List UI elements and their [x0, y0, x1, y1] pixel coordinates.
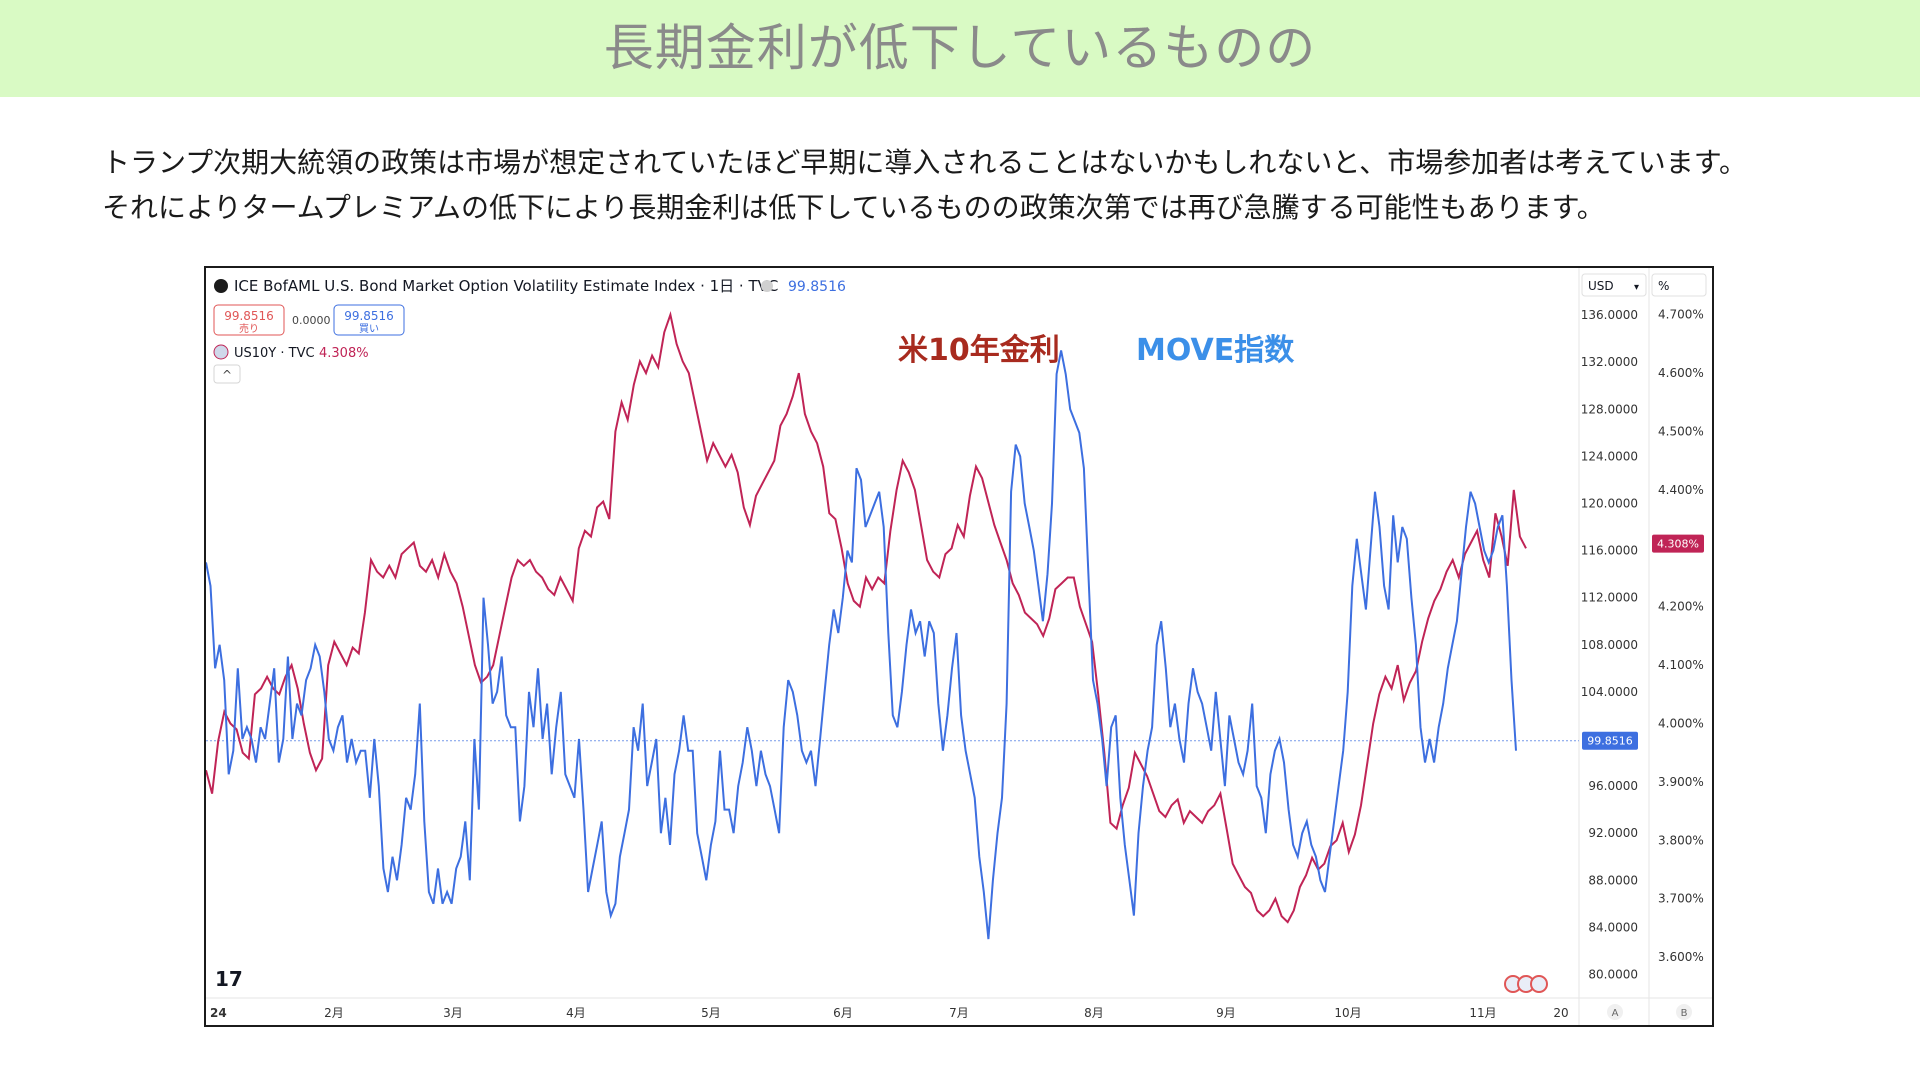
- x-tick-label: 5月: [701, 1006, 721, 1020]
- y-left-tick-label: 132.0000: [1581, 355, 1638, 369]
- y-left-tick-label: 136.0000: [1581, 308, 1638, 322]
- yield-price-tag: [1652, 534, 1704, 553]
- y-right-tick-label: 3.900%: [1658, 775, 1704, 789]
- yield-price-tag-text: 4.308%: [1657, 538, 1699, 551]
- y-right-tick-label: 4.400%: [1658, 483, 1704, 497]
- y-right-tick-label: 4.500%: [1658, 425, 1704, 439]
- y-left-tick-label: 104.0000: [1581, 685, 1638, 699]
- chart-screenshot[interactable]: ICE BofAML U.S. Bond Market Option Volat…: [204, 266, 1714, 1027]
- title-banner: [0, 0, 1920, 97]
- scale-button-b-label: B: [1681, 1008, 1688, 1019]
- symbol-title[interactable]: ICE BofAML U.S. Bond Market Option Volat…: [234, 277, 778, 295]
- y-right-tick-label: 4.600%: [1658, 366, 1704, 380]
- description-line-1: トランプ次期大統領の政策は市場が想定されていたほど早期に導入されることはないかも…: [102, 146, 1748, 179]
- y-left-tick-label: 88.0000: [1588, 873, 1638, 887]
- scale-button-a-label: A: [1612, 1008, 1619, 1019]
- page-title: 長期金利が低下しているものの: [603, 19, 1317, 77]
- sell-label: 売り: [239, 322, 259, 335]
- x-tick-label: 3月: [443, 1006, 463, 1020]
- y-left-tick-label: 92.0000: [1588, 826, 1638, 840]
- buy-label: 買い: [359, 323, 379, 335]
- move-price-tag-text: 99.8516: [1587, 735, 1633, 748]
- x-tick-label: 10月: [1334, 1006, 1361, 1020]
- chart-svg[interactable]: ICE BofAML U.S. Bond Market Option Volat…: [205, 268, 1712, 1025]
- compare-value: 4.308%: [319, 346, 369, 361]
- y-right-tick-label: 3.800%: [1658, 833, 1704, 847]
- scale-button-b[interactable]: [1676, 1004, 1692, 1020]
- y-right-tick-label: 3.600%: [1658, 950, 1704, 964]
- currency-label: USD: [1588, 279, 1614, 293]
- annotation-rate: 米10年金利: [898, 333, 1060, 368]
- x-tick-label: 24: [210, 1006, 227, 1020]
- description-line-2: それによりタームプレミアムの低下により長期金利は低下しているものの政策次第では再…: [102, 191, 1605, 224]
- collapse-legend-button[interactable]: [213, 364, 241, 384]
- tradingview-logo[interactable]: 17: [215, 967, 243, 991]
- y-right-tick-label: 4.100%: [1658, 658, 1704, 672]
- annotation-move: MOVE指数: [1136, 333, 1295, 368]
- y-left-tick-label: 80.0000: [1588, 967, 1638, 981]
- x-tick-label: 20: [1553, 1006, 1568, 1020]
- move-price-tag: [1582, 731, 1638, 750]
- y-left-tick-label: 84.0000: [1588, 920, 1638, 934]
- y-right-tick-label: 4.200%: [1658, 600, 1704, 614]
- eye-icon[interactable]: [761, 280, 773, 292]
- y-left-tick-label: 128.0000: [1581, 402, 1638, 416]
- x-tick-label: 7月: [949, 1006, 969, 1020]
- description-text: トランプ次期大統領の政策は市場が想定されていたほど早期に導入されることはないかも…: [102, 140, 1892, 230]
- sell-value: 99.8516: [224, 309, 274, 323]
- spread-value: 0.0000: [292, 314, 331, 327]
- percent-label: %: [1658, 279, 1669, 293]
- last-value: 99.8516: [788, 279, 846, 295]
- y-right-tick-label: 4.000%: [1658, 717, 1704, 731]
- y-left-tick-label: 112.0000: [1581, 591, 1638, 605]
- series-line-yield: [205, 310, 1527, 924]
- y-right-tick-label: 4.700%: [1658, 308, 1704, 322]
- tv-symbol-icon: [214, 279, 228, 293]
- y-left-tick-label: 116.0000: [1581, 544, 1638, 558]
- y-left-tick-label: 124.0000: [1581, 449, 1638, 463]
- y-left-tick-label: 120.0000: [1581, 496, 1638, 510]
- event-flags-icon[interactable]: [1504, 975, 1548, 993]
- currency-caret-icon: ▾: [1634, 282, 1639, 293]
- x-tick-label: 2月: [324, 1006, 344, 1020]
- percent-selector[interactable]: [1651, 273, 1707, 297]
- y-right-tick-label: 3.700%: [1658, 892, 1704, 906]
- buy-value: 99.8516: [344, 309, 394, 323]
- x-tick-label: 8月: [1084, 1006, 1104, 1020]
- x-tick-label: 4月: [566, 1006, 586, 1020]
- buy-button[interactable]: [333, 304, 405, 336]
- series-line-move: [205, 350, 1517, 940]
- x-tick-label: 11月: [1469, 1006, 1496, 1020]
- x-tick-label: 9月: [1216, 1006, 1236, 1020]
- compare-symbol[interactable]: US10Y · TVC: [234, 346, 315, 361]
- us-flag-icon: [213, 344, 229, 360]
- currency-selector[interactable]: [1581, 273, 1647, 297]
- scale-button-a[interactable]: [1607, 1004, 1623, 1020]
- x-tick-label: 6月: [833, 1006, 853, 1020]
- y-left-tick-label: 108.0000: [1581, 638, 1638, 652]
- y-left-tick-label: 96.0000: [1588, 779, 1638, 793]
- collapse-icon: ^: [222, 368, 232, 382]
- sell-button[interactable]: [213, 304, 285, 336]
